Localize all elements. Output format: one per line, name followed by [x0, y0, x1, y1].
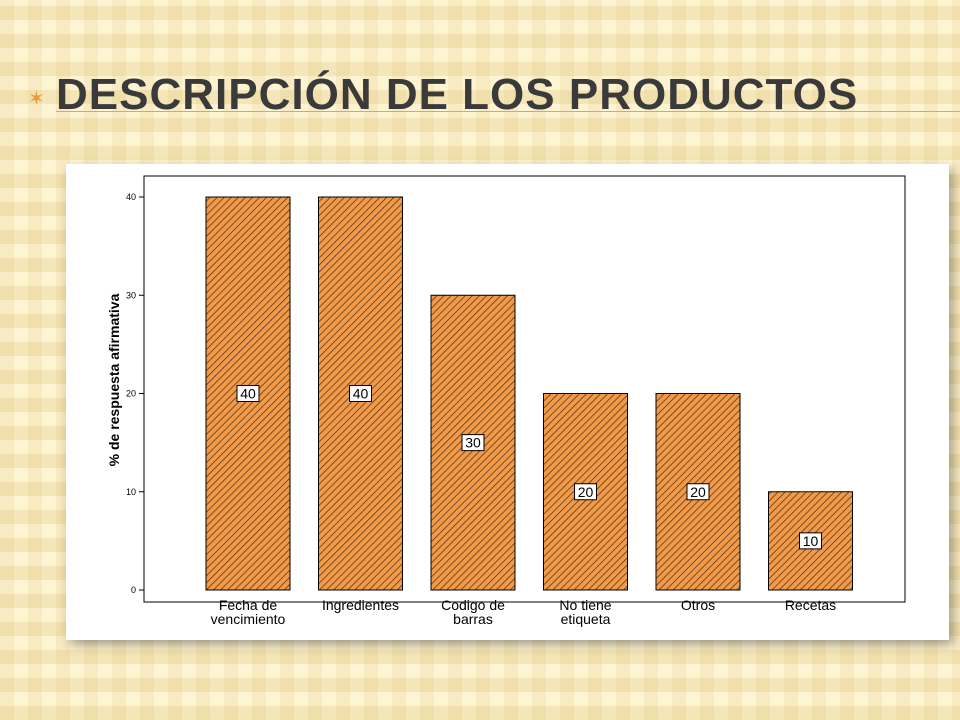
data-label-box	[686, 483, 710, 501]
x-category-label: Otros	[681, 597, 715, 613]
x-category-label: Recetas	[785, 597, 836, 613]
slide-title: Descripción de los productos	[56, 70, 859, 119]
y-axis: % de respuesta afirmativa 0 10 20 30 40	[106, 192, 144, 595]
data-label: 40	[353, 386, 369, 402]
y-tick-label: 20	[126, 389, 136, 399]
title-underline	[56, 111, 960, 112]
y-tick-label: 10	[126, 487, 136, 497]
y-axis-label: % de respuesta afirmativa	[106, 293, 122, 466]
data-label: 20	[690, 484, 706, 500]
x-category-label: Fecha de vencimiento	[211, 597, 286, 627]
x-category-label: Ingredientes	[322, 597, 399, 613]
y-tick-label: 30	[126, 290, 136, 300]
data-label-box	[349, 385, 372, 402]
data-label-box	[461, 434, 485, 452]
x-category-label: No tiene etiqueta	[559, 597, 611, 627]
data-label-box	[799, 532, 822, 550]
chart-panel: % de respuesta afirmativa 0 10 20 30 40 40 40…	[66, 164, 949, 640]
data-label: 30	[465, 435, 481, 451]
star-bullet-icon: ✶	[28, 86, 45, 110]
data-label: 40	[240, 386, 256, 402]
data-label: 20	[578, 484, 594, 500]
x-category-label: Codigo de barras	[441, 597, 505, 627]
y-tick-label: 0	[131, 585, 136, 595]
bars: 40 40 30 20 20 10	[205, 196, 853, 591]
data-label: 10	[803, 533, 819, 549]
x-axis-categories: Fecha de vencimiento Ingredientes Codigo de…	[211, 597, 837, 627]
y-tick-label: 40	[126, 192, 136, 202]
data-label-box	[574, 483, 597, 501]
data-label-box	[236, 385, 260, 402]
